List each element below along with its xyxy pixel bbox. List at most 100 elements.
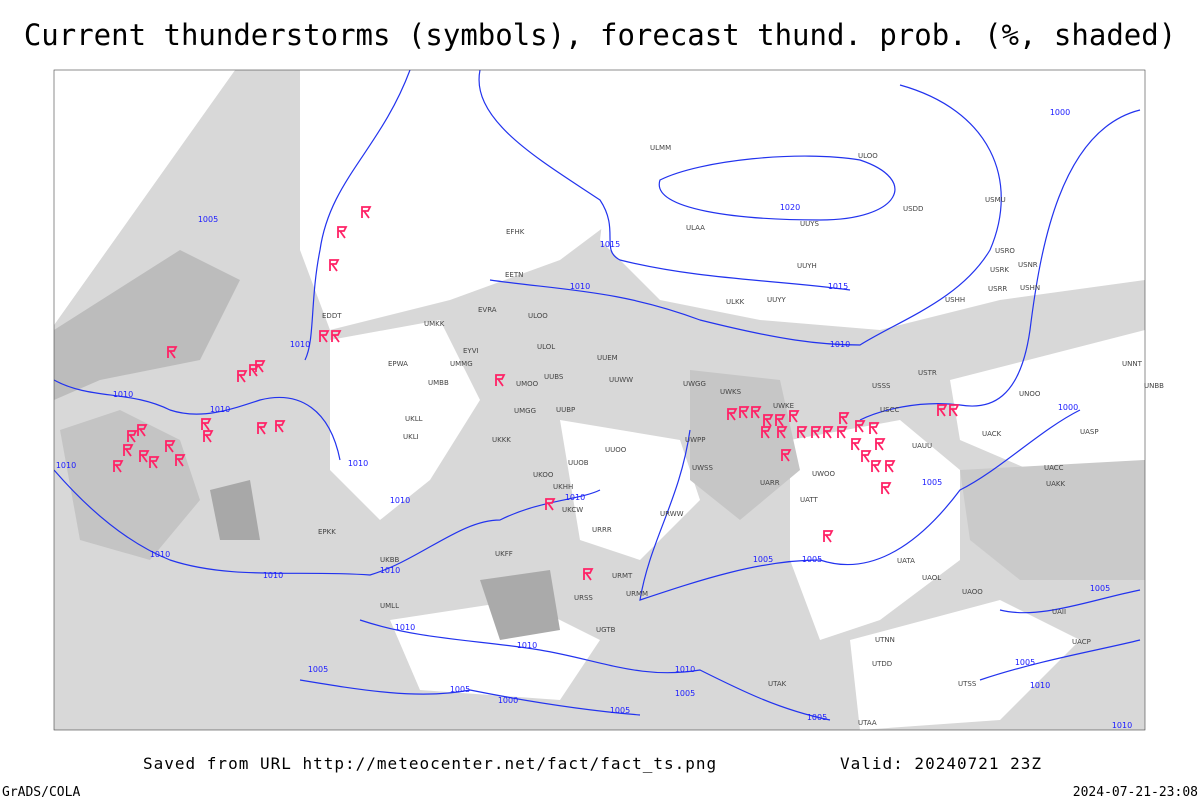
station-code: UKBB [380,556,400,564]
isobar-line [859,109,1141,421]
station-code: UUOO [605,446,627,454]
station-code: URMT [612,572,633,580]
thunderstorm-symbol [319,330,330,343]
isobar-line [359,619,831,721]
isobar-label: 1000 [1050,108,1070,117]
isobar-label: 1010 [348,459,368,468]
station-code: EVRA [478,306,497,314]
station-code: UNOO [1019,390,1041,398]
station-code: EFHK [506,228,525,236]
station-code: USSS [872,382,891,390]
isobar-label: 1005 [1090,584,1110,593]
station-code: ULOL [537,343,555,351]
thunderstorm-symbol [861,450,872,463]
station-code: UTDD [872,660,892,668]
station-code: UUBP [556,406,575,414]
source-url: Saved from URL http://meteocenter.net/fa… [143,754,717,773]
station-code: USCC [880,406,899,414]
shade-mid [54,250,240,400]
station-code: USRO [995,247,1015,255]
station-code: UKHH [553,483,573,491]
station-code: ULOO [858,152,878,160]
isobar-label: 1005 [1015,658,1035,667]
thunderstorm-symbol [781,449,792,462]
station-code: UAOO [962,588,983,596]
thunderstorm-symbol [761,426,772,439]
station-code: UMBB [428,379,449,387]
shade-low [600,70,1145,330]
shade-mid [960,460,1145,580]
thunderstorm-symbol [937,404,948,417]
thunderstorm-symbol [337,226,348,239]
station-code: UUYY [767,296,787,304]
isobar-label: 1010 [570,282,590,291]
station-code: UATA [897,557,915,565]
isobar-label: 1010 [380,566,400,575]
station-code: EDDT [322,312,342,320]
isobar-line [54,379,341,461]
thunderstorm-symbol [763,414,774,427]
isobar-label: 1010 [1030,681,1050,690]
thunderstorm-symbol [201,418,212,431]
isobar-line [304,70,411,361]
isobar-label: 1010 [150,550,170,559]
station-code: ULOO [528,312,548,320]
station-code: URMM [626,590,648,598]
thunderstorm-symbol [127,430,138,443]
station-code: UTAA [858,719,877,727]
station-code: UKCW [562,506,583,514]
isobar-label: 1010 [390,496,410,505]
station-code: ULMM [650,144,671,152]
shade-low [560,420,700,560]
map-title: Current thunderstorms (symbols), forecas… [24,18,1176,52]
isobars [54,70,1141,721]
station-code: UMLL [380,602,399,610]
thunderstorm-symbol [855,420,866,433]
thunderstorm-symbol [751,406,762,419]
station-code: URRR [592,526,612,534]
thunderstorm-symbol [545,498,556,511]
station-code: USHN [1020,284,1040,292]
isobar-label: 1010 [830,340,850,349]
isobar-line [54,469,601,576]
shade-mid [690,370,800,520]
thunderstorm-symbol [165,440,176,453]
station-code: UMMG [450,360,473,368]
station-code: UKLL [405,415,423,423]
thunderstorm-symbol [583,568,594,581]
station-code: UUBS [544,373,564,381]
thunderstorm-symbol [495,374,506,387]
isobar-label: 1005 [753,555,773,564]
station-code: UACK [982,430,1002,438]
station-code: USTR [918,369,937,377]
isobar-label: 1010 [113,390,133,399]
station-code: EPKK [318,528,336,536]
station-code: UKKK [492,436,511,444]
thunderstorm-symbol [361,206,372,219]
station-code: UTNN [875,636,895,644]
station-code: UMKK [424,320,445,328]
station-code: UMGG [514,407,536,415]
thunderstorm-symbol [839,412,850,425]
station-code: USRK [990,266,1009,274]
isobar-label: 1005 [450,685,470,694]
station-code: UUWW [609,376,633,384]
thunderstorm-symbol [777,426,788,439]
shade-mid [60,410,200,560]
station-code: USRR [988,285,1007,293]
station-code: UTSS [958,680,977,688]
software-credit: GrADS/COLA [2,785,80,800]
thunderstorm-symbol [851,438,862,451]
thunderstorm-symbol [139,450,150,463]
isobar-line [299,679,641,716]
thunderstorm-symbol [275,420,286,433]
thunderstorm-symbol [949,404,960,417]
shade-low [790,420,960,640]
shade-low [300,70,640,330]
thunderstorm-symbols [113,206,960,581]
thunderstorm-symbol [837,426,848,439]
thunderstorm-symbol [869,422,880,435]
station-code: USNR [1018,261,1038,269]
